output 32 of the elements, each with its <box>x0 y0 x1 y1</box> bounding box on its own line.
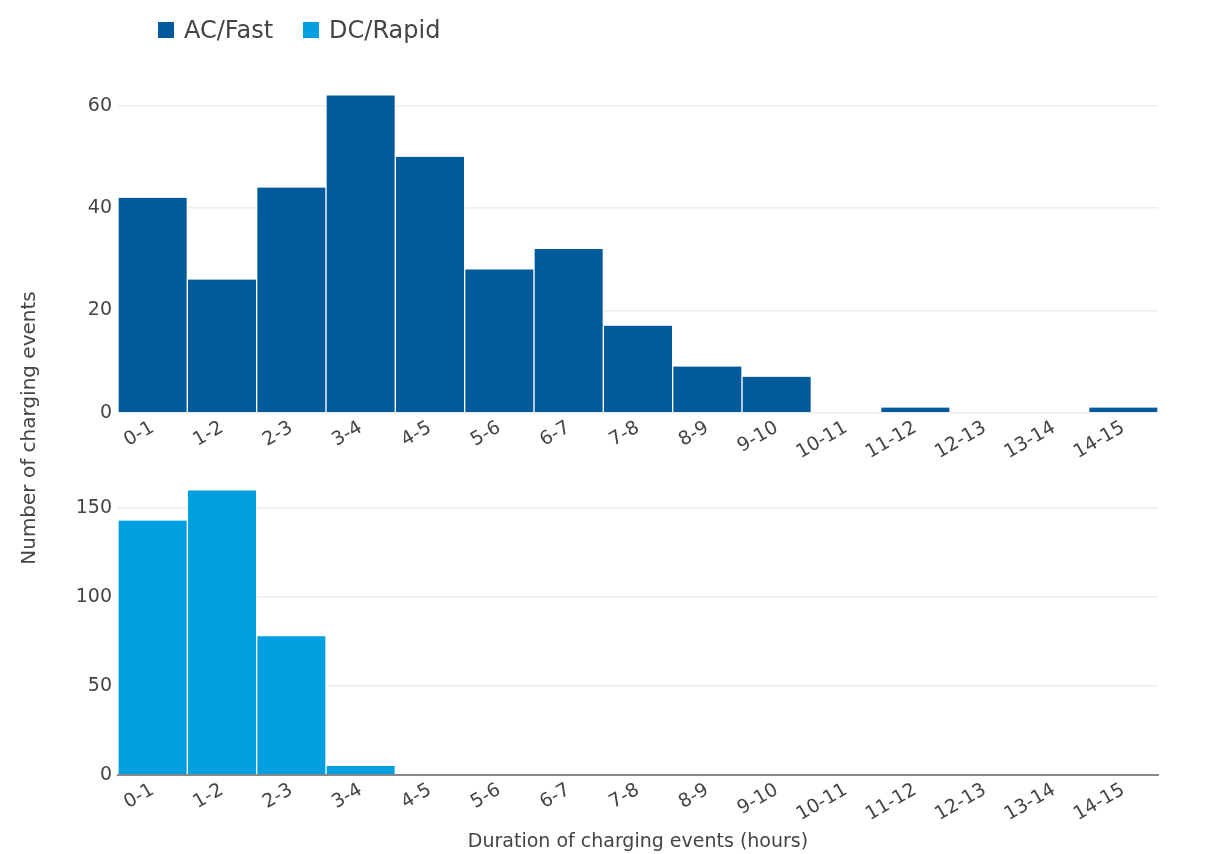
y-tick-label: 50 <box>87 672 112 695</box>
x-tick-label: 1-2 <box>188 415 227 450</box>
y-tick-label: 40 <box>87 194 112 217</box>
x-tick-label: 4-5 <box>396 777 435 812</box>
y-axis-title: Number of charging events <box>16 291 40 565</box>
x-tick-label: 5-6 <box>465 415 504 450</box>
x-tick-label: 2-3 <box>257 415 296 450</box>
x-tick-label: 9-10 <box>732 777 782 819</box>
x-tick-label: 6-7 <box>535 415 574 450</box>
y-tick-label: 20 <box>87 297 112 320</box>
legend-label: AC/Fast <box>184 16 274 44</box>
y-tick-label: 100 <box>75 584 112 607</box>
x-tick-label: 5-6 <box>465 777 504 812</box>
y-tick-label: 0 <box>99 399 112 422</box>
x-tick-label: 3-4 <box>327 777 366 812</box>
x-tick-label: 7-8 <box>604 415 643 450</box>
x-axis-title: Duration of charging events (hours) <box>467 828 809 851</box>
x-tick-label: 7-8 <box>604 777 643 812</box>
x-tick-label: 0-1 <box>119 777 158 812</box>
x-tick-label: 0-1 <box>119 415 158 450</box>
x-tick-label: 4-5 <box>396 415 435 450</box>
x-tick-label: 6-7 <box>535 777 574 812</box>
x-tick-label: 1-2 <box>188 777 227 812</box>
x-tick-label: 2-3 <box>257 777 296 812</box>
y-tick-label: 0 <box>99 761 112 784</box>
x-tick-label: 3-4 <box>327 415 366 450</box>
y-tick-label: 150 <box>75 495 112 518</box>
x-tick-label: 8-9 <box>673 415 712 450</box>
x-tick-label: 8-9 <box>673 777 712 812</box>
x-tick-label: 9-10 <box>732 415 782 456</box>
legend-label: DC/Rapid <box>329 16 441 44</box>
y-tick-label: 60 <box>87 92 112 115</box>
